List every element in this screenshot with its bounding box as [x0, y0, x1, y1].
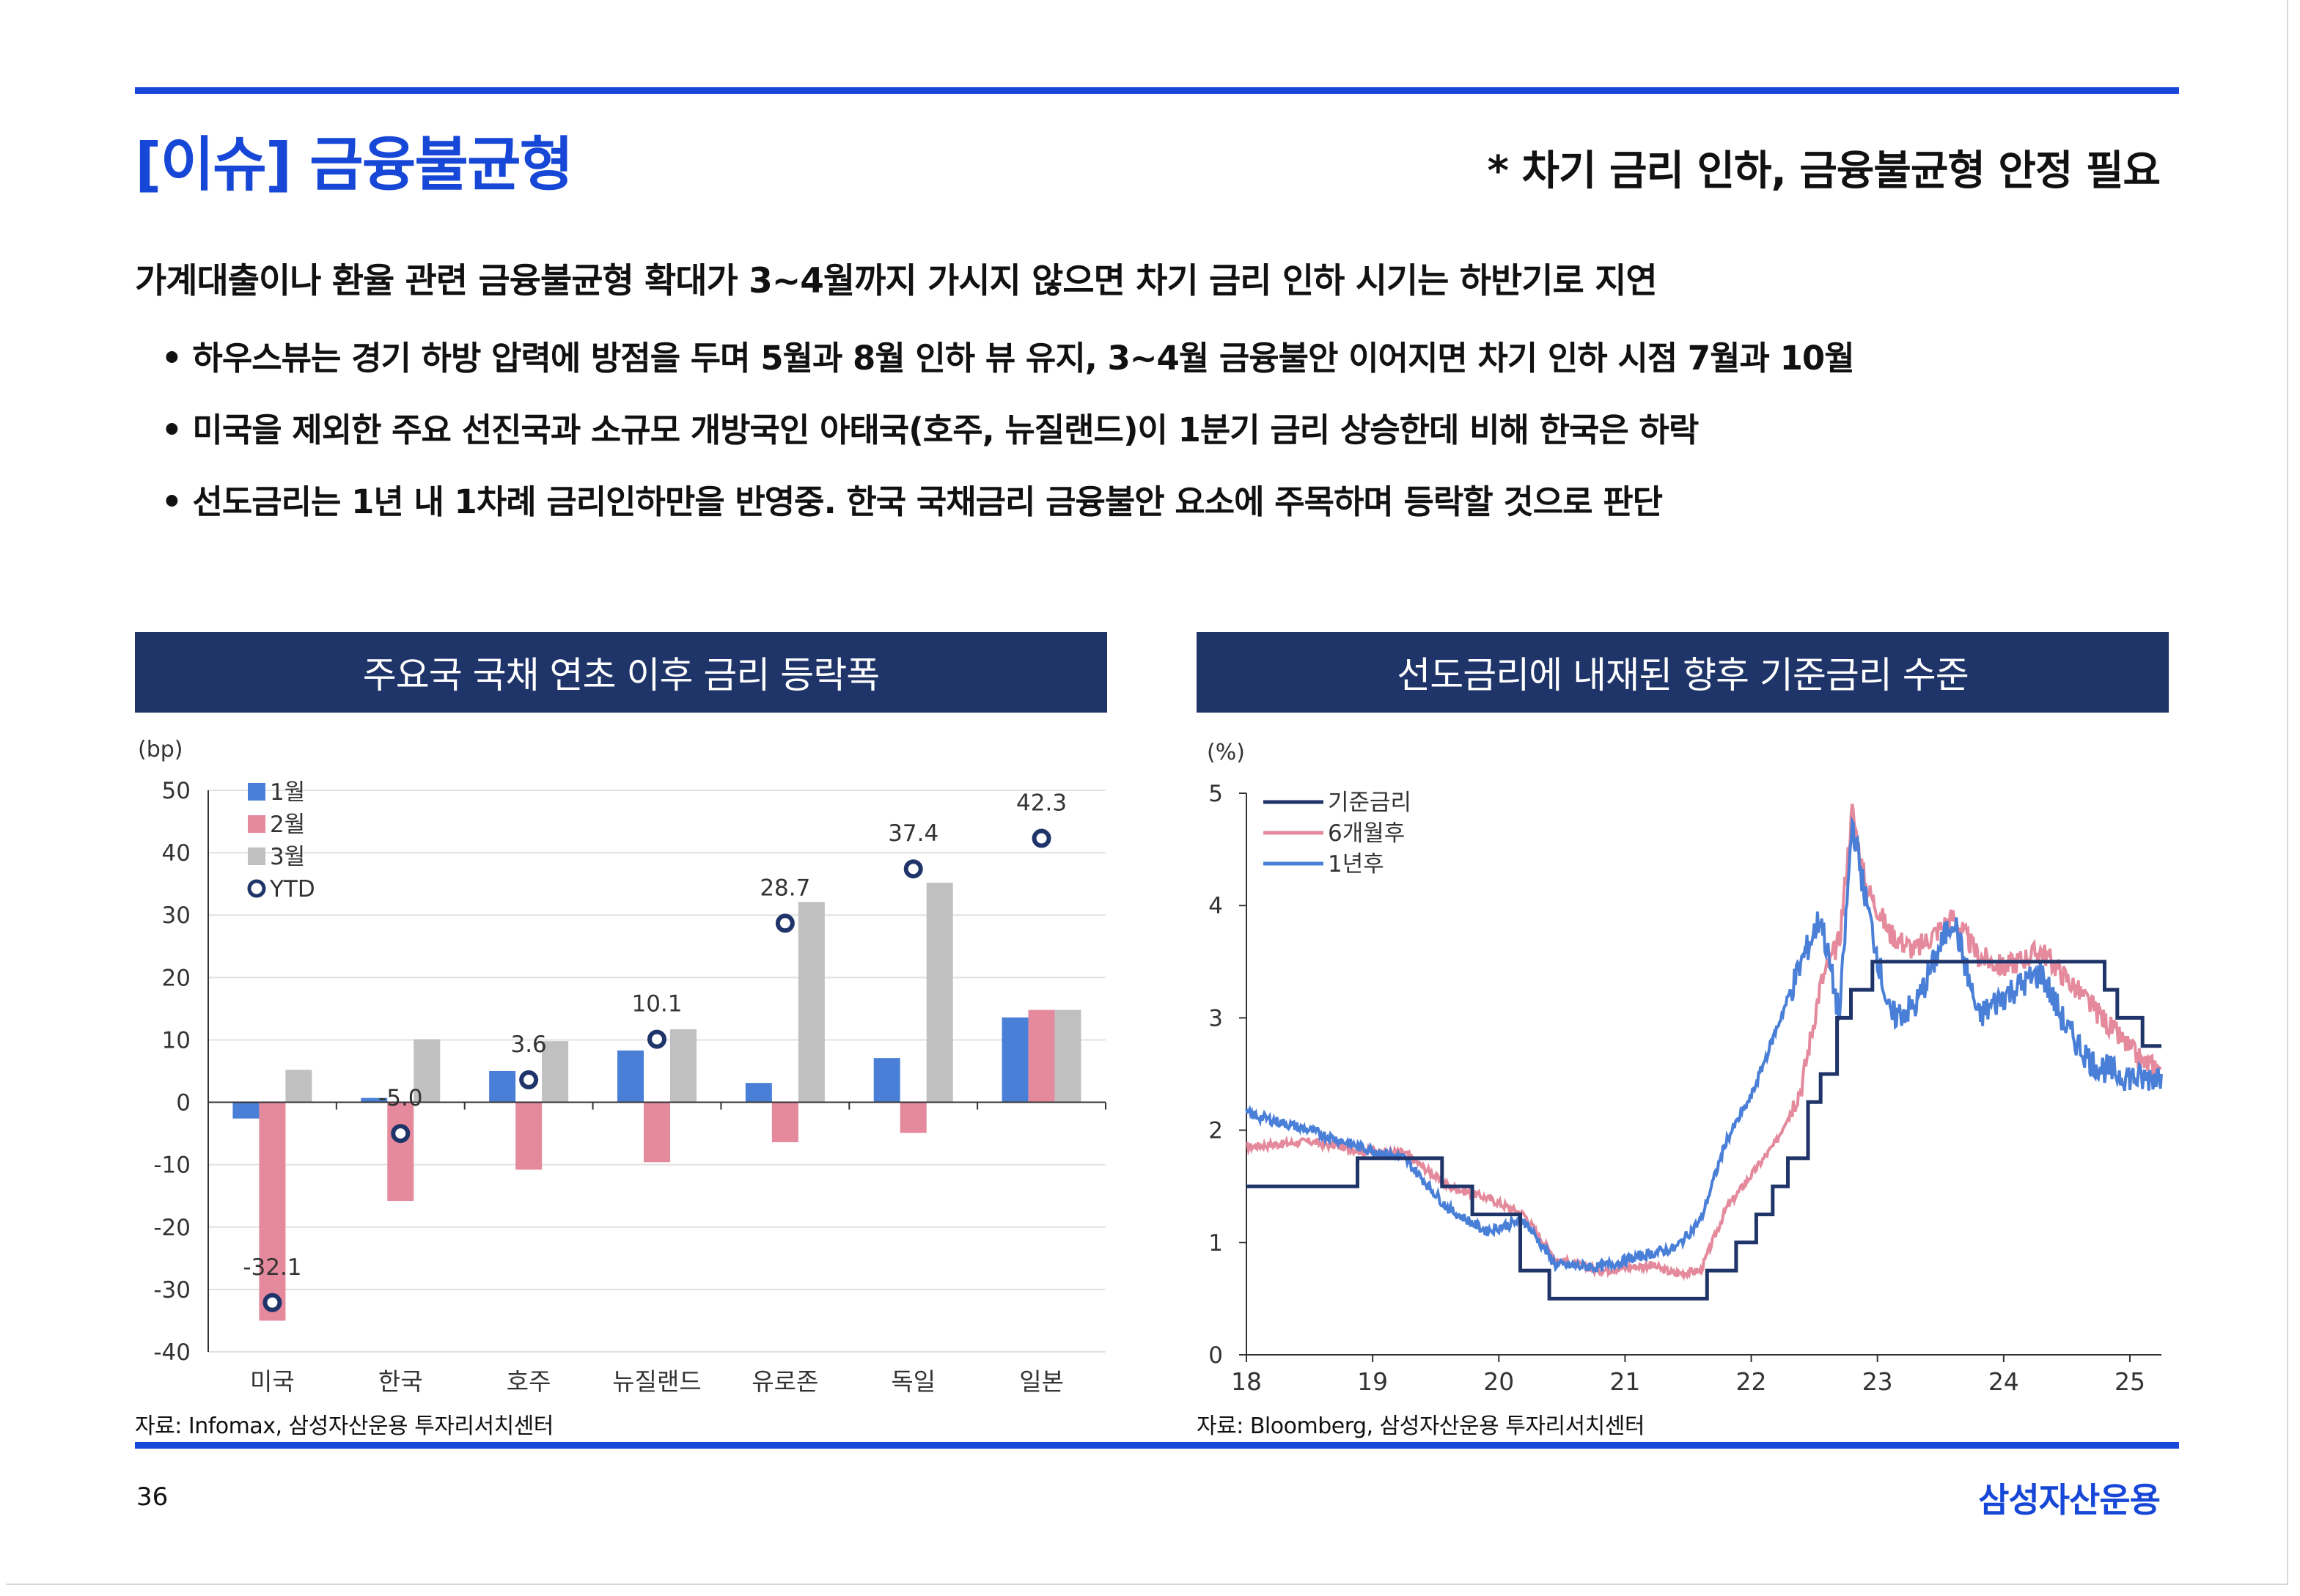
- y-tick-label: -20: [153, 1215, 191, 1241]
- ytd-point: [391, 1124, 411, 1144]
- bar-3: [926, 882, 953, 1103]
- x-tick-label: 23: [1862, 1367, 1893, 1396]
- bar-2: [259, 1102, 286, 1321]
- chart-left-source: 자료: Infomax, 삼성자산운용 투자리서치센터: [135, 1413, 554, 1439]
- ytd-point: [519, 1070, 539, 1089]
- y-tick-label: 50: [162, 778, 191, 804]
- x-tick-label: 유로존: [752, 1367, 818, 1396]
- x-tick-label: 호주: [507, 1367, 551, 1396]
- bar-3: [670, 1029, 697, 1103]
- y-tick-label: 0: [1208, 1342, 1223, 1369]
- y-axis-unit: (%): [1207, 740, 1245, 765]
- legend-swatch-3: [248, 847, 265, 865]
- bullet-item: • 하우스뷰는 경기 하방 압력에 방점을 두며 5월과 8월 인하 뷰 유지,…: [161, 339, 1855, 378]
- ytd-data-label: -5.0: [378, 1085, 423, 1111]
- legend-label: 1월: [270, 779, 305, 806]
- series-line-base-rate: [1246, 960, 2161, 1301]
- bar-3: [798, 902, 825, 1103]
- legend-label: 기준금리: [1328, 790, 1411, 816]
- ytd-point: [903, 859, 923, 879]
- bar-3: [414, 1039, 441, 1103]
- y-tick-label: 3: [1208, 1005, 1223, 1031]
- ytd-point: [262, 1292, 282, 1312]
- x-tick-label: 22: [1736, 1367, 1767, 1396]
- ytd-data-label: 10.1: [631, 991, 682, 1018]
- y-tick-label: -30: [153, 1277, 191, 1303]
- bar-2: [644, 1102, 670, 1163]
- ytd-data-label: -32.1: [243, 1254, 301, 1281]
- x-tick-label: 25: [2115, 1367, 2145, 1396]
- y-tick-label: 30: [162, 902, 191, 929]
- bar-2: [900, 1102, 927, 1133]
- x-tick-label: 19: [1357, 1367, 1388, 1396]
- y-tick-label: 5: [1208, 781, 1223, 807]
- chart-right-source: 자료: Bloomberg, 삼성자산운용 투자리서치센터: [1197, 1413, 1645, 1439]
- legend-label: 6개월후: [1328, 820, 1405, 847]
- x-tick-label: 21: [1609, 1367, 1640, 1396]
- legend-swatch-2: [248, 815, 265, 833]
- bar-1: [873, 1058, 900, 1103]
- bullet-item: • 미국을 제외한 주요 선진국과 소규모 개방국인 아태국(호주, 뉴질랜드)…: [161, 411, 1699, 449]
- legend-label: 3월: [270, 844, 305, 870]
- ytd-data-label: 42.3: [1016, 790, 1067, 817]
- bar-1: [232, 1102, 260, 1119]
- x-tick-label: 일본: [1019, 1367, 1064, 1396]
- y-tick-label: 10: [162, 1027, 191, 1053]
- bar-2: [515, 1102, 543, 1170]
- page-subtitle: * 차기 금리 인하, 금융불균형 안정 필요: [1487, 147, 2161, 195]
- bar-3: [285, 1070, 312, 1103]
- bar-1: [361, 1097, 388, 1103]
- ytd-data-label: 28.7: [760, 875, 810, 901]
- bar-1: [745, 1083, 772, 1103]
- y-tick-label: 1: [1208, 1230, 1223, 1257]
- bar-3: [542, 1041, 569, 1103]
- bar-1: [489, 1071, 516, 1103]
- bar-1: [617, 1050, 644, 1103]
- x-tick-label: 뉴질랜드: [612, 1367, 701, 1396]
- ytd-point: [1032, 828, 1051, 848]
- bullet-item: • 선도금리는 1년 내 1차례 금리인하만을 반영중. 한국 국채금리 금융불…: [161, 482, 1663, 521]
- series-line-1y: [1245, 815, 2163, 1274]
- chart-left-title: 주요국 국채 연초 이후 금리 등락폭: [135, 632, 1107, 713]
- bar-2: [387, 1102, 414, 1202]
- x-tick-label: 20: [1483, 1367, 1514, 1396]
- ytd-point: [647, 1029, 666, 1049]
- y-tick-label: 4: [1208, 893, 1223, 919]
- legend-label: YTD: [269, 876, 315, 902]
- bar-2: [771, 1102, 798, 1143]
- x-tick-label: 18: [1231, 1367, 1262, 1396]
- legend-ytd-marker: [247, 879, 266, 898]
- page-title: [이슈] 금융불균형: [135, 130, 573, 199]
- y-tick-label: 0: [176, 1090, 191, 1117]
- legend-label: 1년후: [1328, 851, 1384, 878]
- x-tick-label: 독일: [891, 1367, 936, 1396]
- chart-right-title: 선도금리에 내재된 향후 기준금리 수준: [1197, 632, 2169, 713]
- bar-1: [1002, 1017, 1029, 1103]
- y-tick-label: -10: [153, 1152, 191, 1179]
- lead-text: 가계대출이나 환율 관련 금융불균형 확대가 3~4월까지 가시지 않으면 차기…: [135, 261, 1658, 301]
- brand-logo: 삼성자산운용: [1978, 1480, 2161, 1520]
- y-tick-label: 20: [162, 965, 191, 991]
- ytd-point: [775, 913, 795, 933]
- y-axis-unit: (bp): [138, 737, 183, 762]
- ytd-data-label: 37.4: [888, 820, 938, 847]
- y-tick-label: 2: [1208, 1118, 1223, 1144]
- page-number: 36: [136, 1482, 169, 1512]
- ytd-data-label: 3.6: [510, 1031, 546, 1058]
- y-tick-label: -40: [153, 1339, 191, 1366]
- top-rule: [135, 87, 2179, 94]
- x-tick-label: 24: [1988, 1367, 2019, 1396]
- y-tick-label: 40: [162, 840, 191, 867]
- bar-2: [1028, 1010, 1055, 1103]
- slide-frame: [이슈] 금융불균형 * 차기 금리 인하, 금융불균형 안정 필요 가계대출이…: [6, 0, 2288, 1585]
- x-tick-label: 한국: [378, 1367, 423, 1396]
- legend-swatch-1: [248, 783, 265, 801]
- bottom-rule: [135, 1442, 2179, 1449]
- bar-chart: (bp) 50 40 30 20 10 0 -10 -20 -30 -40 미국 한국 호주 뉴질랜드 유로존…: [138, 737, 1106, 1396]
- legend-label: 2월: [270, 812, 305, 838]
- bar-3: [1054, 1010, 1081, 1103]
- x-tick-label: 미국: [250, 1367, 295, 1396]
